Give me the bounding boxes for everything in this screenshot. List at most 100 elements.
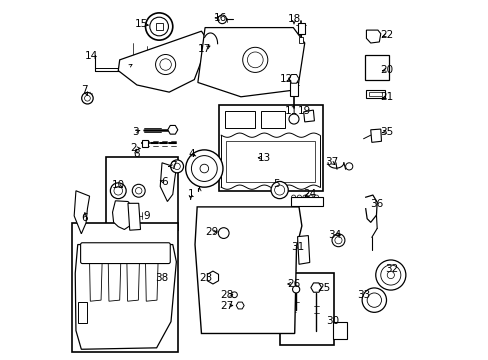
Bar	[219, 105, 323, 191]
Circle shape	[218, 15, 226, 24]
Bar	[280, 273, 333, 345]
Polygon shape	[370, 129, 381, 142]
Text: 14: 14	[84, 51, 98, 61]
Text: 12: 12	[280, 74, 293, 84]
Polygon shape	[89, 262, 102, 301]
Circle shape	[274, 185, 284, 195]
Bar	[364, 55, 388, 80]
Bar	[299, 37, 303, 43]
Text: 15: 15	[134, 19, 147, 29]
Circle shape	[292, 286, 299, 293]
Circle shape	[110, 183, 126, 199]
Text: 21: 21	[380, 92, 393, 102]
Text: 3: 3	[132, 127, 138, 136]
Text: 37: 37	[324, 157, 337, 167]
Polygon shape	[108, 262, 121, 301]
Circle shape	[375, 260, 405, 290]
Circle shape	[132, 184, 145, 197]
FancyBboxPatch shape	[81, 243, 170, 264]
Bar	[368, 92, 381, 96]
Circle shape	[145, 13, 172, 40]
Text: 17: 17	[197, 44, 210, 54]
Circle shape	[81, 93, 93, 104]
Polygon shape	[297, 235, 309, 264]
Bar	[290, 82, 297, 96]
Text: 29: 29	[204, 227, 218, 237]
Polygon shape	[195, 207, 301, 333]
Text: 18: 18	[287, 14, 300, 24]
Polygon shape	[126, 262, 139, 301]
Circle shape	[386, 271, 394, 279]
Text: 27: 27	[220, 301, 233, 311]
Polygon shape	[303, 110, 314, 122]
Text: 8: 8	[133, 149, 139, 159]
Text: 30: 30	[325, 316, 338, 325]
Circle shape	[160, 59, 171, 70]
Bar	[297, 23, 304, 35]
Text: 31: 31	[290, 242, 304, 252]
Circle shape	[155, 54, 175, 75]
Polygon shape	[145, 262, 158, 301]
Circle shape	[366, 293, 381, 307]
Bar	[106, 157, 178, 230]
Text: 35: 35	[380, 127, 393, 136]
Circle shape	[185, 150, 223, 187]
Bar	[224, 111, 255, 129]
Text: 5: 5	[272, 179, 279, 189]
Circle shape	[84, 95, 90, 101]
Text: 22: 22	[380, 30, 393, 40]
Text: 1: 1	[187, 189, 194, 199]
Text: 28: 28	[220, 290, 233, 300]
Text: 11: 11	[284, 106, 297, 116]
Circle shape	[114, 186, 122, 195]
Text: 26: 26	[287, 279, 300, 289]
Text: 20: 20	[380, 64, 393, 75]
Circle shape	[231, 292, 237, 298]
Text: 4: 4	[188, 149, 194, 159]
Bar	[72, 223, 178, 352]
Bar	[260, 111, 285, 129]
Circle shape	[191, 156, 217, 181]
Bar	[333, 321, 346, 339]
Text: 9: 9	[143, 211, 150, 221]
Circle shape	[334, 237, 341, 244]
Text: 10: 10	[111, 180, 124, 190]
Polygon shape	[74, 191, 89, 234]
Text: 6: 6	[81, 213, 88, 222]
Text: 32: 32	[384, 264, 397, 274]
Circle shape	[170, 160, 183, 173]
Text: 38: 38	[154, 273, 167, 283]
Text: 7: 7	[81, 85, 88, 95]
Polygon shape	[366, 30, 380, 43]
Circle shape	[270, 181, 287, 199]
Bar	[290, 197, 322, 206]
Text: 25: 25	[317, 283, 330, 293]
Polygon shape	[160, 163, 176, 202]
Text: 2: 2	[130, 143, 137, 153]
Text: 33: 33	[356, 290, 369, 300]
Text: 16: 16	[213, 13, 226, 23]
Circle shape	[345, 163, 352, 170]
Bar	[365, 90, 385, 98]
Text: 24: 24	[303, 189, 316, 199]
Bar	[225, 140, 314, 182]
Bar	[78, 302, 86, 323]
Polygon shape	[118, 31, 208, 92]
Text: 6: 6	[161, 177, 168, 187]
Text: 19: 19	[298, 106, 311, 116]
Polygon shape	[128, 203, 140, 230]
Polygon shape	[198, 28, 304, 97]
Circle shape	[331, 234, 344, 247]
Circle shape	[135, 188, 142, 194]
Text: 34: 34	[327, 230, 341, 239]
Circle shape	[174, 163, 180, 170]
Text: 23: 23	[199, 273, 212, 283]
Circle shape	[149, 17, 168, 36]
Circle shape	[218, 228, 228, 238]
Circle shape	[200, 164, 208, 173]
Polygon shape	[112, 201, 132, 229]
Circle shape	[362, 288, 386, 312]
Text: 36: 36	[370, 199, 383, 210]
Bar	[155, 23, 163, 30]
Bar	[142, 140, 147, 147]
